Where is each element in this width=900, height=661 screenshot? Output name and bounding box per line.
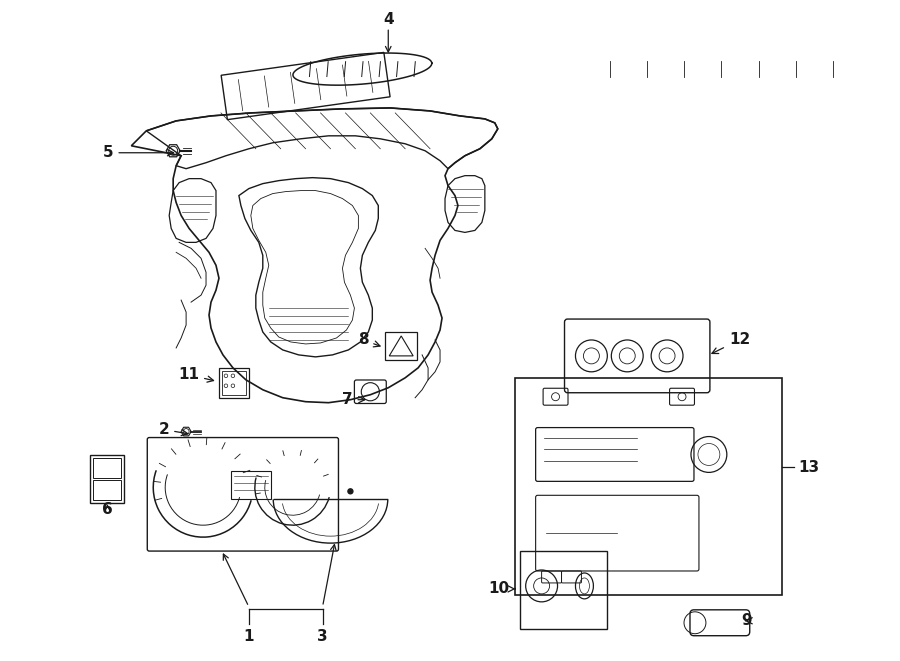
- Text: 8: 8: [357, 332, 380, 348]
- Text: 6: 6: [102, 502, 112, 517]
- Text: 7: 7: [342, 392, 364, 407]
- Bar: [385, 332, 417, 360]
- Bar: [231, 471, 271, 499]
- Text: 3: 3: [317, 629, 328, 644]
- Bar: [219, 368, 248, 398]
- Bar: [89, 455, 124, 503]
- Bar: [93, 459, 122, 479]
- Text: 5: 5: [103, 145, 174, 160]
- Text: 12: 12: [712, 332, 750, 354]
- Text: 10: 10: [489, 582, 516, 596]
- Text: 9: 9: [741, 613, 752, 628]
- Text: 13: 13: [798, 460, 820, 475]
- Bar: [519, 551, 608, 629]
- Text: 2: 2: [158, 422, 187, 437]
- Bar: [222, 371, 246, 395]
- Text: 11: 11: [178, 368, 213, 382]
- Bar: [93, 481, 122, 500]
- Bar: [515, 378, 781, 595]
- Circle shape: [348, 489, 353, 494]
- Text: 1: 1: [244, 629, 254, 644]
- Text: 4: 4: [382, 12, 393, 27]
